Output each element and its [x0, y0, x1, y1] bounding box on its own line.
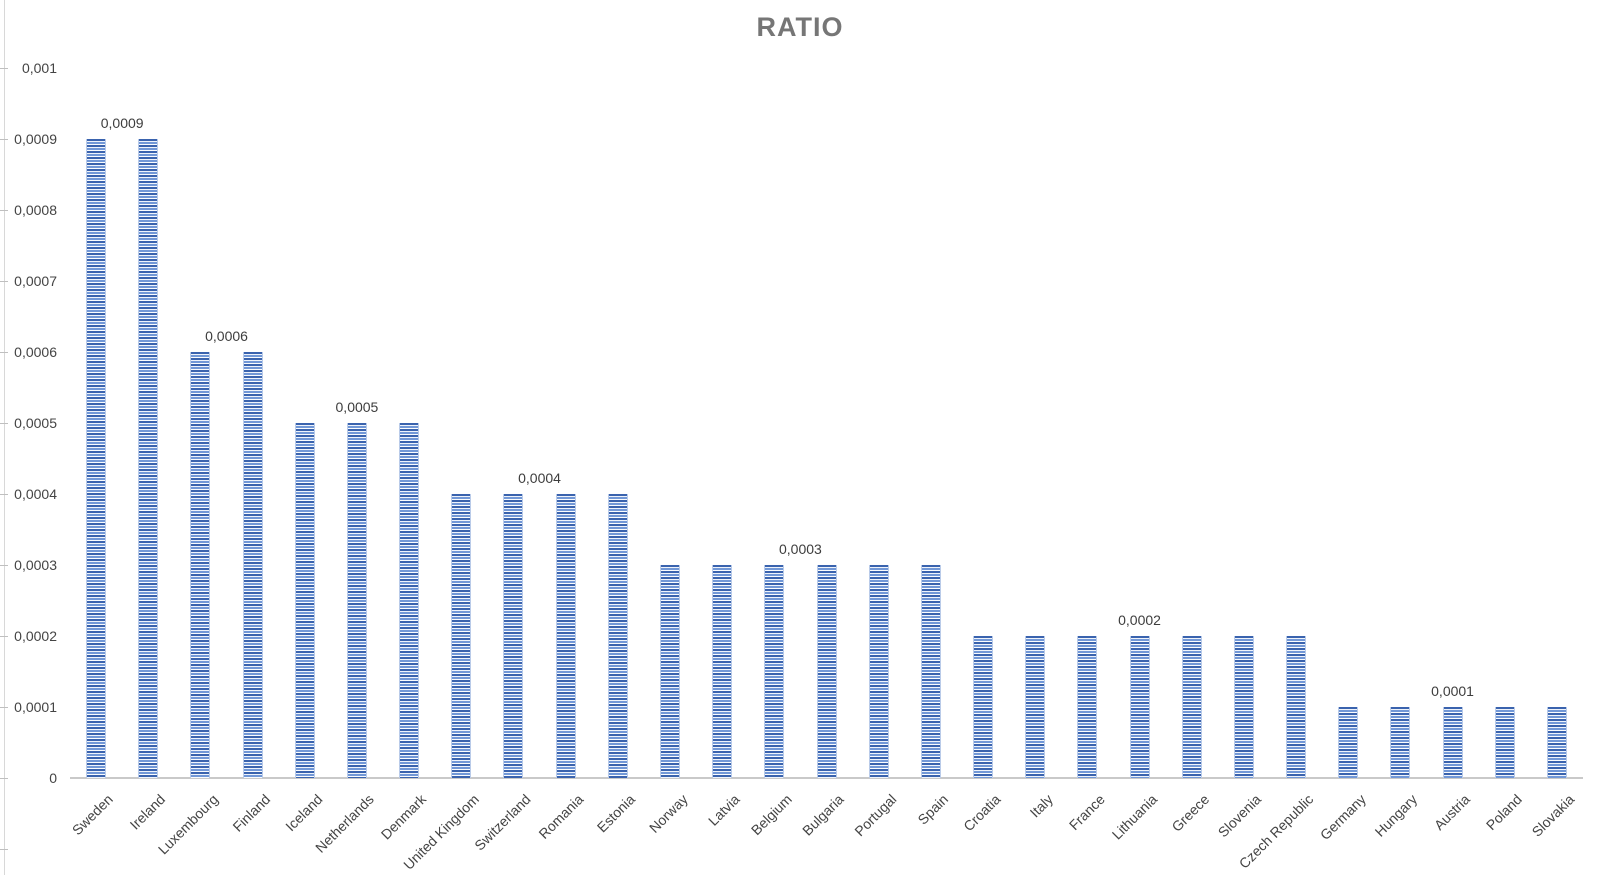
bar-switzerland [503, 494, 523, 778]
x-axis-line [70, 777, 1583, 779]
bar-greece [1182, 636, 1202, 778]
data-label: 0,0005 [335, 399, 379, 415]
y-axis-label: 0 [49, 770, 57, 786]
x-axis-label: Spain [914, 791, 952, 828]
bar-slovenia [1234, 636, 1254, 778]
y-axis-tick [0, 281, 8, 282]
x-axis-label: Estonia [593, 791, 639, 836]
bar-united-kingdom [451, 494, 471, 778]
y-axis-label: 0,0009 [14, 131, 57, 147]
y-axis-label: 0,001 [21, 60, 57, 76]
y-axis-label: 0,0006 [14, 344, 57, 360]
y-axis-tick [0, 139, 8, 140]
bar-slovakia [1547, 707, 1567, 778]
bar-belgium [764, 565, 784, 778]
data-label: 0,0001 [1431, 683, 1474, 699]
y-axis-tick [0, 849, 8, 850]
bar-poland [1495, 707, 1515, 778]
x-axis-label: Finland [229, 791, 273, 835]
x-axis-label: Sweden [69, 791, 117, 839]
data-label: 0,0002 [1118, 612, 1161, 628]
x-axis-label: Latvia [704, 791, 743, 829]
bar-croatia [973, 636, 993, 778]
y-axis-tick [0, 778, 8, 779]
x-axis-label: Lithuania [1108, 791, 1160, 843]
y-axis-tick [0, 352, 8, 353]
y-axis-label: 0,0008 [14, 202, 57, 218]
y-axis-tick [0, 636, 8, 637]
x-axis-label: Ireland [126, 791, 169, 833]
data-label: 0,0009 [100, 115, 144, 131]
x-axis-label: Hungary [1371, 791, 1421, 840]
x-axis-label: Italy [1026, 791, 1056, 821]
y-axis-line [4, 0, 5, 875]
bar-spain [921, 565, 941, 778]
bar-latvia [712, 565, 732, 778]
y-axis-label: 0,0003 [14, 557, 57, 573]
y-axis-tick [0, 423, 8, 424]
x-axis-label: Austria [1430, 791, 1473, 834]
bar-romania [556, 494, 576, 778]
x-axis-label: Germany [1316, 791, 1369, 844]
y-axis-label: 0,0001 [14, 699, 57, 715]
x-axis-label: Croatia [960, 791, 1004, 835]
chart-title: RATIO [756, 12, 844, 42]
bar-iceland [295, 423, 315, 778]
bar-sweden [86, 139, 106, 778]
y-axis-label: 0,0004 [14, 486, 57, 502]
data-label: 0,0004 [518, 470, 561, 486]
bar-france [1077, 636, 1097, 778]
x-axis-label: Greece [1168, 791, 1213, 835]
bar-portugal [869, 565, 889, 778]
y-axis-tick [0, 68, 8, 69]
bar-norway [660, 565, 680, 778]
bar-czech-republic [1286, 636, 1306, 778]
x-axis-label: Slovakia [1528, 791, 1578, 840]
bar-finland [243, 352, 263, 778]
x-axis-label: Poland [1482, 791, 1526, 834]
y-axis-tick [0, 707, 8, 708]
bar-luxembourg [190, 352, 210, 778]
bar-germany [1338, 707, 1358, 778]
bar-denmark [399, 423, 419, 778]
bar-austria [1443, 707, 1463, 778]
y-axis-label: 0,0002 [14, 628, 57, 644]
bar-ireland [138, 139, 158, 778]
x-axis-label: Slovenia [1214, 791, 1265, 841]
y-axis-label: 0,0005 [14, 415, 57, 431]
y-axis-tick [0, 210, 8, 211]
bar-lithuania [1130, 636, 1150, 778]
bar-estonia [608, 494, 628, 778]
y-axis-tick [0, 565, 8, 566]
x-axis-label: Denmark [377, 791, 430, 843]
x-axis-label: Norway [645, 791, 691, 836]
data-label: 0,0006 [205, 328, 248, 344]
x-axis-label: France [1065, 791, 1108, 834]
bar-italy [1025, 636, 1045, 778]
x-axis-label: Belgium [747, 791, 795, 839]
x-axis-label: Iceland [281, 791, 326, 835]
x-axis-label: Bulgaria [799, 791, 847, 839]
y-axis-tick [0, 494, 8, 495]
bar-bulgaria [817, 565, 837, 778]
data-label: 0,0003 [778, 541, 822, 557]
bar-hungary [1390, 707, 1410, 778]
x-axis-label: Romania [535, 791, 586, 842]
bar-netherlands [347, 423, 367, 778]
y-axis-label: 0,0007 [14, 273, 57, 289]
x-axis-label: Portugal [850, 791, 899, 840]
